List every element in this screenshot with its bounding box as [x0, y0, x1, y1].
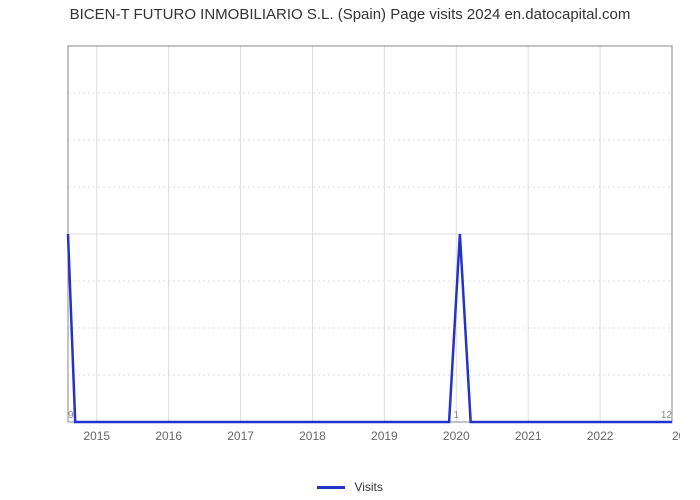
x-secondary-label: 12 [661, 410, 673, 421]
x-tick-label: 2018 [299, 429, 326, 443]
legend-label: Visits [354, 480, 382, 494]
chart-legend: Visits [0, 480, 700, 494]
x-tick-label: 2017 [227, 429, 254, 443]
chart-plot: 0122015201620172018201920202021202220291… [60, 30, 680, 450]
x-tick-label: 2021 [515, 429, 542, 443]
legend-swatch [317, 486, 345, 489]
x-secondary-label: 9 [68, 410, 74, 421]
x-tick-label: 2016 [155, 429, 182, 443]
x-tick-label: 2020 [443, 429, 470, 443]
x-tick-label: 2022 [587, 429, 614, 443]
chart-svg: 0122015201620172018201920202021202220291… [60, 30, 680, 450]
chart-title: BICEN-T FUTURO INMOBILIARIO S.L. (Spain)… [0, 6, 700, 23]
x-tick-label: 2015 [83, 429, 110, 443]
x-secondary-label: 1 [454, 410, 460, 421]
x-tick-label-edge: 202 [672, 429, 680, 443]
x-tick-label: 2019 [371, 429, 398, 443]
